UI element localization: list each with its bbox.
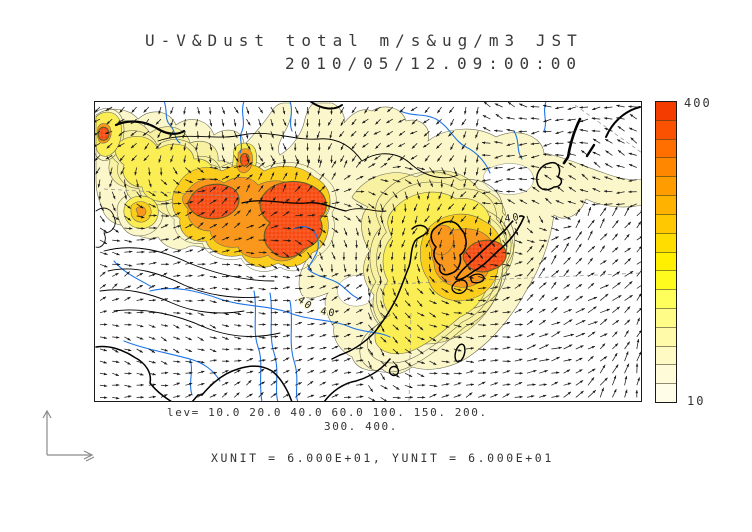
- contour-levels-text-2: 300. 400.: [324, 420, 399, 433]
- colorbar-segment: [656, 157, 676, 177]
- colorbar-segment: [656, 138, 676, 158]
- graticule-dashed-lines: [103, 104, 642, 402]
- colorbar-segment: [656, 345, 676, 365]
- colorbar-segment: [656, 326, 676, 346]
- colorbar-segment: [656, 383, 676, 402]
- colorbar-segment: [656, 119, 676, 139]
- colorbar-segment: [656, 251, 676, 271]
- colorbar-segment: [656, 213, 676, 233]
- plot-title: U-V&Dust total m/s&ug/m3 JST: [145, 31, 583, 50]
- colorbar-segment: [656, 232, 676, 252]
- contour-label: 40: [319, 306, 337, 320]
- colorbar-min-label: 10: [687, 394, 706, 408]
- colorbar-segment: [656, 102, 676, 120]
- colorbar-max-label: 400: [684, 96, 712, 110]
- colorbar-segment: [656, 176, 676, 196]
- colorbar-segment: [656, 364, 676, 384]
- colorbar-segment: [656, 195, 676, 214]
- vector-units-text: XUNIT = 6.000E+01, YUNIT = 6.000E+01: [211, 451, 554, 465]
- plot-timestamp: 2010/05/12.09:00:00: [285, 54, 583, 73]
- map-border: [94, 101, 642, 402]
- colorbar-segment: [656, 270, 676, 290]
- map-plot-area: 40 40 40: [94, 101, 642, 402]
- colorbar-segment: [656, 289, 676, 308]
- axis-direction-arrows: [42, 409, 95, 462]
- contour-levels-text: lev= 10.0 20.0 40.0 60.0 100. 150. 200.: [167, 406, 488, 419]
- colorbar: [655, 101, 677, 403]
- contour-label: 40: [504, 212, 521, 225]
- colorbar-segment: [656, 307, 676, 327]
